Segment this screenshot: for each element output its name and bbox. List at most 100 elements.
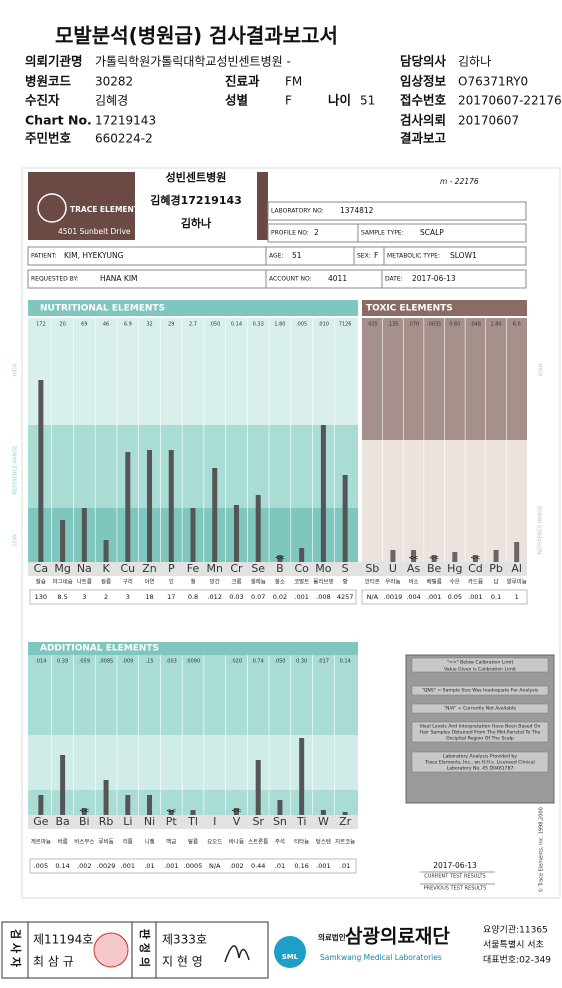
element-name: 나트륨 (77, 578, 92, 586)
element-result: .01 (340, 862, 350, 870)
element-result: 0.03 (229, 593, 243, 601)
element-result: .0005 (184, 862, 203, 870)
element-result: .001 (164, 862, 178, 870)
org-type: 의료법인 (318, 932, 346, 942)
element-symbol: Sr (252, 815, 264, 828)
field-value: SCALP (420, 228, 444, 237)
element-symbol: Hg (447, 562, 462, 575)
result-bar (233, 505, 239, 562)
element-symbol: P (168, 562, 175, 575)
legend-item-box (411, 703, 549, 714)
stamp-line: 김하나 (181, 216, 211, 230)
element-symbol: U (389, 562, 397, 575)
result-bar (190, 508, 196, 562)
element-name: 칼륨 (101, 578, 111, 586)
element-name: 지르코늄 (335, 838, 355, 846)
element-name: 구리 (123, 578, 133, 586)
legend-text: Occipital Region Of The Scalp (446, 736, 514, 742)
element-result: .001 (468, 593, 482, 601)
element-symbol: Ge (33, 815, 49, 828)
element-symbol: Li (123, 815, 132, 828)
element-name: 카드뮴 (468, 578, 483, 586)
element-result: .002 (229, 862, 243, 870)
element-name: 주석 (275, 838, 285, 846)
element-result: .005 (34, 862, 48, 870)
stamp-line: 김혜경17219143 (150, 193, 242, 207)
element-name: 비스무스 (74, 838, 94, 846)
scale-high: .009 (122, 659, 133, 665)
scale-high: .050 (209, 322, 220, 328)
scale-high: .15 (146, 659, 154, 665)
field-label: ACCOUNT NO: (269, 276, 312, 283)
info-value: 가톨릭학원가톨릭대학교성빈센트병원 - (95, 55, 291, 69)
info-value: 17219143 (95, 114, 156, 128)
info-label: 결과보고 (400, 131, 447, 146)
element-result: .001 (316, 862, 330, 870)
element-symbol: Be (427, 562, 442, 575)
element-name: 비소 (409, 578, 419, 586)
element-result: N/A (209, 862, 221, 870)
legend-text: Laboratory No. 45 D0481787 (447, 766, 514, 772)
element-symbol: Cu (120, 562, 135, 575)
element-result: 0.8 (188, 593, 198, 601)
element-name: 철 (190, 578, 195, 586)
result-bar (299, 738, 305, 815)
info-label: 진료과 (225, 74, 260, 89)
result-bar (390, 550, 396, 562)
element-name: 요오드 (207, 839, 222, 846)
scale-high: .050 (274, 659, 285, 665)
element-result: 0.44 (251, 862, 265, 870)
field-label: PATIENT: (31, 253, 57, 260)
info-label: Chart No. (25, 113, 92, 128)
element-result: 0.16 (294, 862, 308, 870)
side-ref-2: REFERENCE RANGE (538, 506, 544, 555)
info-value: O76371RY0 (458, 75, 528, 89)
element-result: 3 (126, 593, 130, 601)
result-bar (320, 810, 326, 815)
field-value: 1374812 (340, 206, 374, 215)
element-symbol: Na (77, 562, 92, 575)
scale-high: 0.14 (340, 659, 351, 665)
scale-high: 0.14 (231, 322, 242, 328)
info-label: 나이 (328, 93, 351, 108)
side-low: LOW (13, 534, 19, 546)
element-result: 0.07 (251, 593, 265, 601)
below-mark: << (429, 555, 439, 562)
element-symbol: Zr (339, 815, 352, 828)
info-value: 51 (360, 94, 375, 108)
element-name: 루비듐 (98, 838, 113, 846)
result-bar (81, 808, 87, 815)
element-symbol: Cd (468, 562, 483, 575)
scale-high: .059 (79, 659, 90, 665)
info-value: 20170607-22176 (458, 94, 562, 108)
element-symbol: Se (251, 562, 265, 575)
element-result: 3 (82, 593, 86, 601)
element-result: 0.14 (55, 862, 69, 870)
scale-high: 1.80 (490, 322, 501, 328)
company-logo (37, 193, 67, 223)
scale-high: 2.7 (189, 322, 197, 328)
result-bar (342, 475, 348, 562)
element-name: 백금 (166, 838, 176, 846)
below-mark: << (79, 808, 89, 815)
field-label: REQUESTED BY: (31, 276, 78, 283)
legend-text: Ideal Levels And Interpretation Have Bee… (420, 724, 541, 730)
scale-high: 6.0 (513, 322, 521, 328)
element-symbol: I (213, 815, 216, 828)
result-bar (38, 380, 44, 562)
current-date: 2017-06-13 (433, 861, 477, 870)
scale-high: .0035 (427, 322, 441, 328)
org-line: 요양기관:11365 (483, 925, 548, 936)
additional-header (28, 642, 358, 655)
scale-high: .003 (166, 659, 177, 665)
scale-high: 7126 (339, 322, 352, 328)
stamp-line: 성빈센트병원 (166, 170, 227, 184)
element-name: 알루미늄 (507, 578, 527, 586)
result-bar (38, 795, 44, 815)
element-symbol: Pt (166, 815, 178, 828)
element-symbol: Bi (79, 815, 90, 828)
result-bar (514, 542, 520, 562)
result-bar (212, 468, 218, 562)
scale-high: 20 (59, 322, 65, 328)
address: 4501 Sunbelt Drive (58, 227, 131, 236)
